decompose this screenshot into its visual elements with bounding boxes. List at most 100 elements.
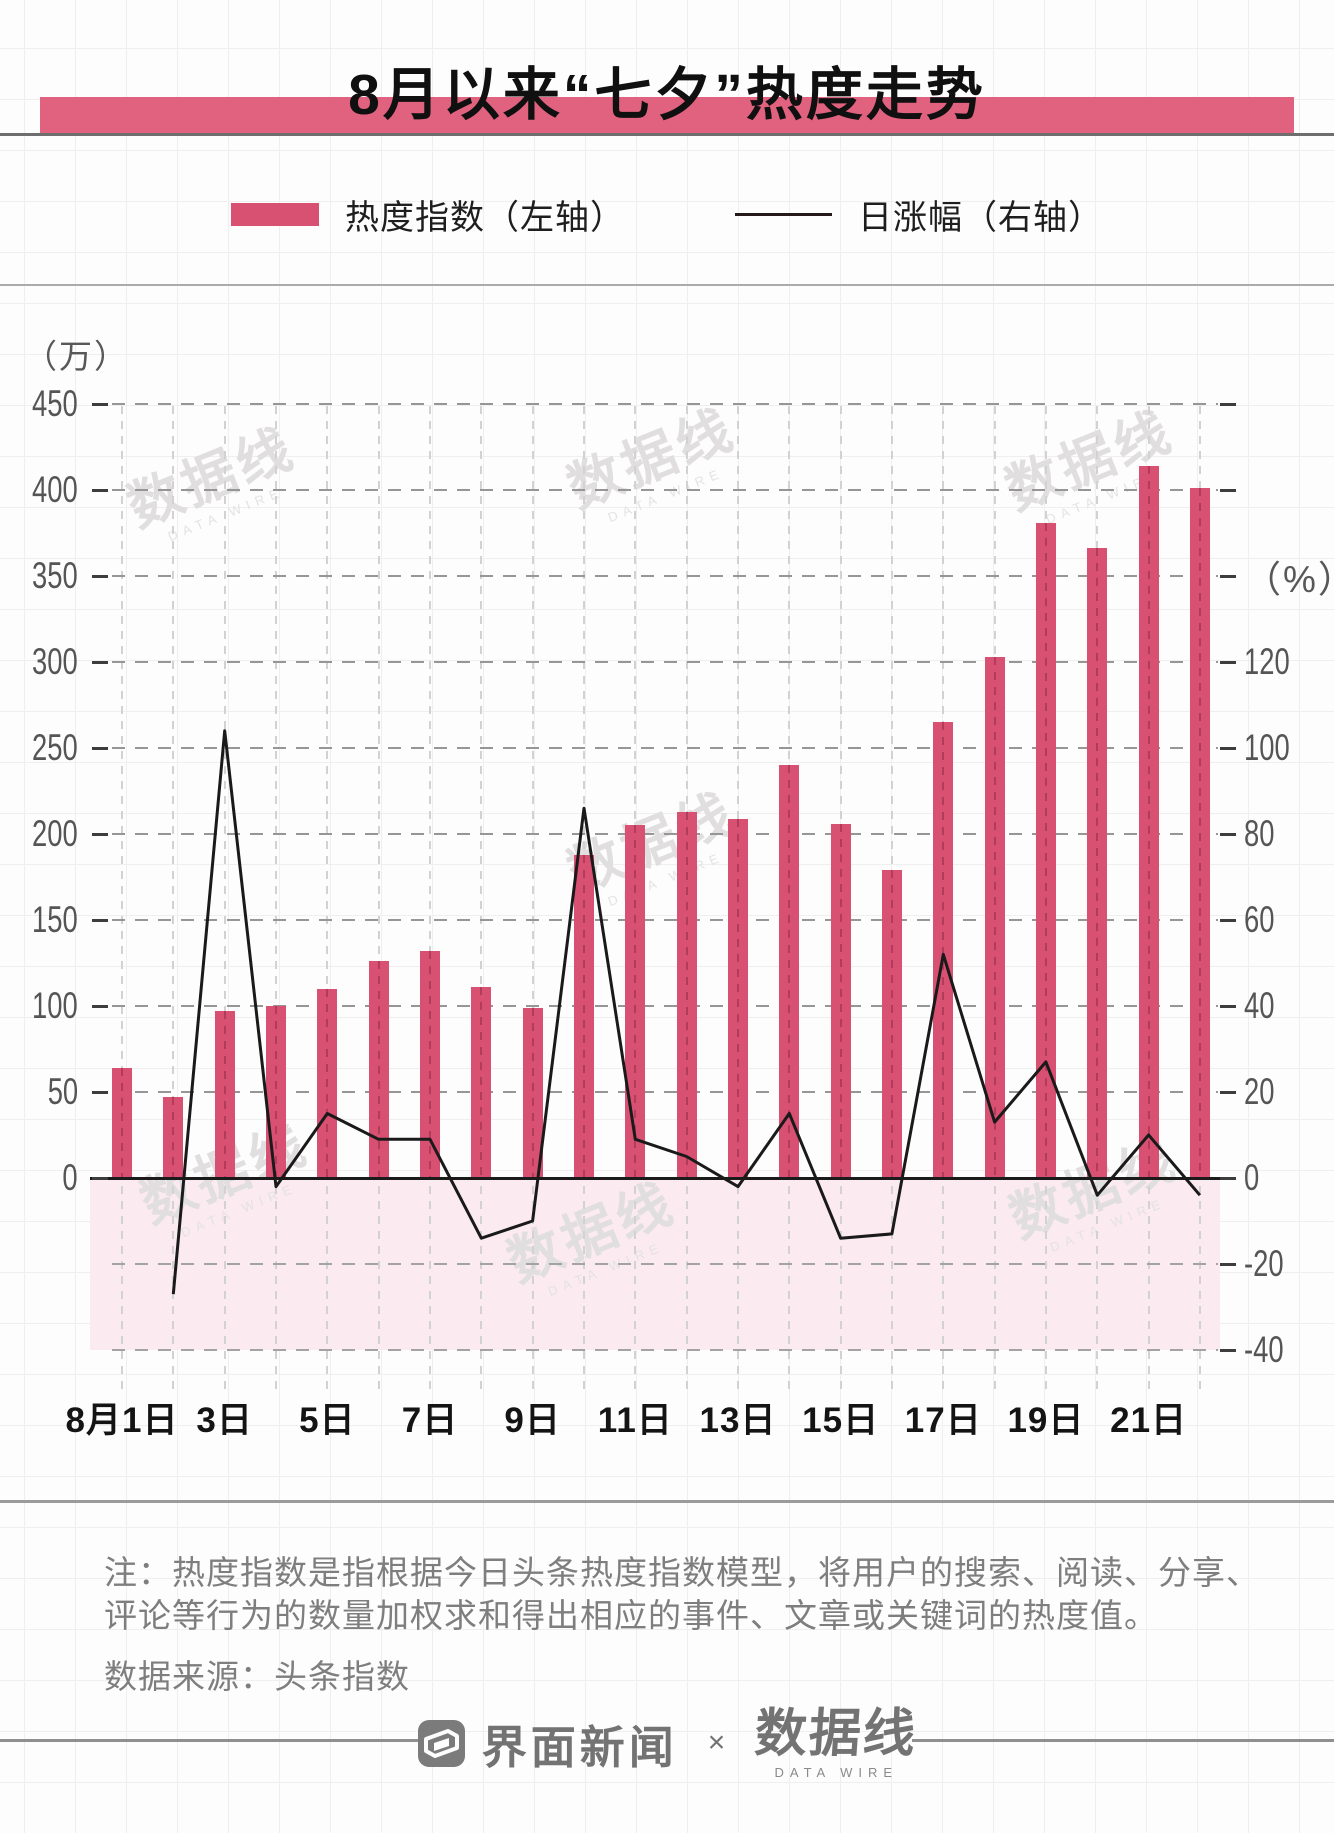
- bar-aug-3: [214, 1011, 235, 1178]
- bar-aug-14: [779, 765, 800, 1178]
- gridline-300: [112, 661, 1218, 663]
- right-axis-unit: （%）: [1244, 559, 1334, 600]
- gridline-150: [112, 919, 1218, 921]
- left-tick-350: [92, 575, 108, 578]
- data-source: 数据来源：头条指数: [104, 1658, 410, 1695]
- y-axis-label-right-80: 80: [1244, 813, 1275, 854]
- y-axis-label-right-40: 40: [1244, 985, 1275, 1026]
- bar-aug-20: [1087, 548, 1108, 1178]
- legend-line-swatch: [735, 212, 832, 216]
- footer-rule-left: [0, 1739, 433, 1742]
- right-tick-20: [1220, 1091, 1236, 1094]
- footer-brands: 界面新闻 × 数据线 DATA WIRE: [0, 1688, 1334, 1798]
- gridline-neg40: [112, 1349, 1218, 1351]
- bar-inner-gridline: [788, 765, 791, 1178]
- bar-aug-7: [419, 950, 440, 1178]
- gridline-350: [112, 575, 1218, 577]
- bar-aug-1: [112, 1067, 132, 1178]
- data-wire-wordmark: 数据线: [753, 1705, 920, 1763]
- legend-line-label: 日涨幅（右轴）: [858, 198, 1103, 237]
- brand-separator: ×: [707, 1726, 726, 1759]
- day-gridline-3: [223, 406, 226, 1392]
- right-tick-60: [1220, 919, 1236, 922]
- right-tick-40: [1220, 1005, 1236, 1008]
- jiemian-news-wordmark: 界面新闻: [481, 1721, 678, 1773]
- bar-inner-gridline: [274, 1006, 277, 1178]
- right-tick-140: [1220, 575, 1236, 578]
- x-axis-label-7日: 7日: [401, 1401, 459, 1440]
- y-axis-label-right-120: 120: [1244, 641, 1290, 682]
- y-axis-label-left-150: 150: [32, 899, 78, 940]
- bar-inner-gridline: [634, 825, 637, 1178]
- chart-legend: 热度指数（左轴） 日涨幅（右轴）: [0, 186, 1334, 242]
- right-tick-160: [1220, 489, 1236, 492]
- day-gridline-9: [531, 406, 534, 1392]
- bar-aug-6: [368, 961, 389, 1178]
- y-axis-label-right--40: -40: [1244, 1329, 1284, 1370]
- left-tick-50: [92, 1091, 108, 1094]
- y-axis-label-right-100: 100: [1244, 727, 1290, 768]
- footer-rule-right: [912, 1739, 1334, 1742]
- gridline-neg20: [112, 1263, 1218, 1265]
- bar-aug-10: [573, 854, 594, 1178]
- left-tick-150: [92, 919, 108, 922]
- bar-aug-18: [984, 656, 1005, 1178]
- x-axis-label-3日: 3日: [196, 1401, 253, 1440]
- data-wire-caption: DATA WIRE: [774, 1765, 899, 1780]
- day-gridline-4: [274, 406, 277, 1392]
- y-axis-label-left-250: 250: [32, 727, 78, 768]
- right-tick--40: [1220, 1349, 1236, 1352]
- bar-inner-gridline: [839, 823, 842, 1178]
- y-axis-label-left-0: 0: [62, 1157, 78, 1198]
- right-tick-120: [1220, 661, 1236, 664]
- gridline-450: [112, 403, 1218, 405]
- bar-aug-9: [522, 1007, 543, 1178]
- bar-inner-gridline: [942, 722, 945, 1178]
- left-tick-200: [92, 833, 108, 836]
- right-tick-80: [1220, 833, 1236, 836]
- legend-divider: [0, 284, 1334, 286]
- bar-aug-19: [1035, 522, 1056, 1178]
- legend-bar-swatch: [231, 202, 319, 226]
- page-title: 8月以来“七夕”热度走势: [348, 63, 986, 127]
- jiemian-news-icon: [417, 1719, 465, 1767]
- bar-inner-gridline: [890, 870, 893, 1178]
- left-tick-300: [92, 661, 108, 664]
- y-axis-label-left-100: 100: [32, 985, 78, 1026]
- left-tick-400: [92, 489, 108, 492]
- bar-inner-gridline: [377, 961, 380, 1178]
- x-axis-label-21日: 21日: [1110, 1401, 1188, 1440]
- bar-inner-gridline: [480, 987, 483, 1178]
- gridline-100: [112, 1005, 1218, 1007]
- title-band: [40, 97, 1294, 133]
- x-axis-label-19日: 19日: [1007, 1401, 1085, 1440]
- note-line-2: 评论等行为的数量加权求和得出相应的事件、文章或关键词的热度值。: [104, 1597, 1158, 1634]
- bar-inner-gridline: [1096, 548, 1099, 1178]
- bar-aug-5: [317, 988, 338, 1178]
- right-tick-180: [1220, 403, 1236, 406]
- x-axis-label-13日: 13日: [699, 1401, 777, 1440]
- legend-bar-label: 热度指数（左轴）: [345, 198, 625, 237]
- x-axis-label-9日: 9日: [504, 1401, 561, 1440]
- zero-axis-line: [90, 1177, 1220, 1180]
- x-axis-label-15日: 15日: [802, 1401, 880, 1440]
- bar-inner-gridline: [1147, 465, 1150, 1178]
- bar-inner-gridline: [531, 1007, 534, 1178]
- x-axis-label-17日: 17日: [904, 1401, 982, 1440]
- gridline-400: [112, 489, 1218, 491]
- y-axis-label-right--20: -20: [1244, 1243, 1284, 1284]
- y-axis-label-left-300: 300: [32, 641, 78, 682]
- y-axis-label-left-450: 450: [32, 383, 78, 424]
- day-gridline-5: [326, 406, 329, 1392]
- bar-inner-gridline: [685, 811, 688, 1178]
- bar-aug-12: [676, 811, 697, 1178]
- bar-inner-gridline: [736, 818, 739, 1178]
- header-divider: [0, 133, 1334, 136]
- left-tick-0: [92, 1177, 108, 1180]
- x-axis-label-8月1日: 8月1日: [65, 1401, 179, 1440]
- bar-aug-13: [727, 818, 748, 1178]
- y-axis-label-left-400: 400: [32, 469, 78, 510]
- bar-aug-8: [471, 987, 492, 1178]
- bar-aug-22: [1189, 488, 1210, 1178]
